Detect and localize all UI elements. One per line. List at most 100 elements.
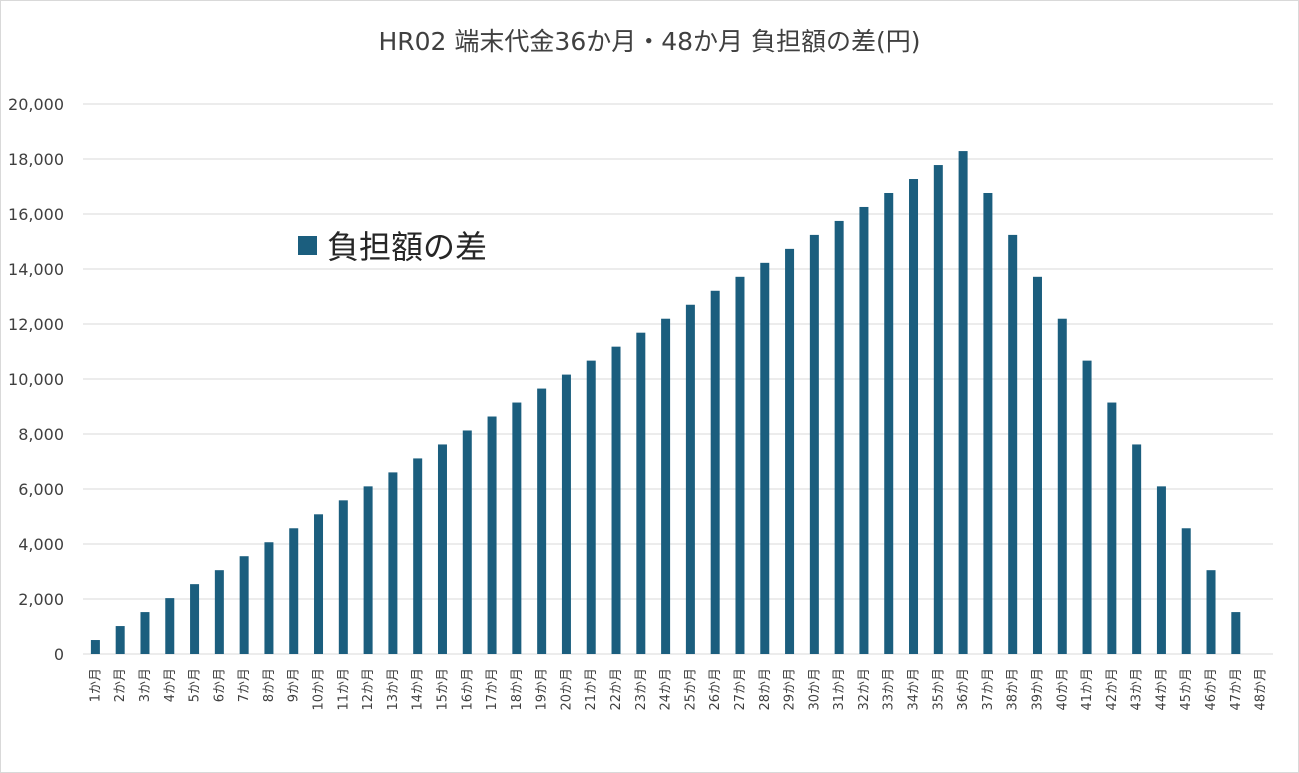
bar xyxy=(487,416,497,654)
bar xyxy=(512,402,522,654)
y-tick-label: 4,000 xyxy=(18,535,64,554)
x-tick-label: 42か月 xyxy=(1105,668,1120,711)
bar xyxy=(983,192,993,655)
bar xyxy=(1181,528,1191,654)
bar xyxy=(586,360,596,654)
bar xyxy=(661,318,671,654)
bar xyxy=(239,556,249,654)
bar xyxy=(1206,570,1216,654)
x-tick-label: 32か月 xyxy=(857,668,872,711)
x-tick-label: 28か月 xyxy=(758,668,773,711)
bar xyxy=(289,528,299,654)
x-tick-label: 26か月 xyxy=(708,668,723,711)
bar xyxy=(338,500,348,654)
bar xyxy=(1231,612,1241,654)
x-tick-label: 21か月 xyxy=(584,668,599,711)
gridlines xyxy=(83,103,1273,655)
bar xyxy=(537,388,547,654)
x-tick-label: 14か月 xyxy=(411,668,426,711)
bar xyxy=(462,430,472,654)
x-tick-label: 20か月 xyxy=(559,668,574,711)
x-tick-label: 6か月 xyxy=(212,668,227,702)
x-tick-label: 31か月 xyxy=(832,668,847,711)
x-tick-label: 47か月 xyxy=(1229,668,1244,711)
bar xyxy=(958,151,968,654)
bar xyxy=(735,276,745,654)
bar xyxy=(165,598,175,654)
x-tick-label: 38か月 xyxy=(1006,668,1021,711)
y-tick-label: 6,000 xyxy=(18,480,64,499)
x-tick-label: 39か月 xyxy=(1030,668,1045,711)
x-tick-label: 25か月 xyxy=(683,668,698,711)
x-tick-label: 15か月 xyxy=(435,668,450,711)
bar xyxy=(611,346,621,654)
bar xyxy=(190,584,200,654)
x-tick-label: 17か月 xyxy=(485,668,500,711)
x-tick-label: 36か月 xyxy=(956,668,971,711)
x-tick-label: 43か月 xyxy=(1130,668,1145,711)
bar xyxy=(413,458,423,654)
x-tick-label: 46か月 xyxy=(1204,668,1219,711)
y-tick-label: 14,000 xyxy=(8,260,64,279)
chart-title: HR02 端末代金36か月・48か月 負担額の差(円) xyxy=(378,27,921,56)
bar xyxy=(388,472,398,654)
x-tick-label: 8か月 xyxy=(262,668,277,702)
x-tick-label: 30か月 xyxy=(807,668,822,711)
x-tick-label: 11か月 xyxy=(336,668,351,711)
bar xyxy=(1156,486,1166,654)
y-axis-ticks: 0 2,000 4,000 6,000 8,000 10,000 12,000 14,000 1… xyxy=(8,95,64,664)
x-tick-label: 3か月 xyxy=(138,668,153,702)
x-tick-label: 1か月 xyxy=(88,668,103,702)
bar xyxy=(785,248,795,654)
x-tick-label: 22か月 xyxy=(609,668,624,711)
bar xyxy=(264,542,274,654)
x-tick-label: 2か月 xyxy=(113,668,128,702)
x-tick-label: 24か月 xyxy=(659,668,674,711)
y-tick-label: 20,000 xyxy=(8,95,64,114)
bar xyxy=(933,165,943,655)
y-tick-label: 0 xyxy=(54,645,64,664)
x-tick-label: 44か月 xyxy=(1154,668,1169,711)
legend-label: 負担額の差 xyxy=(327,228,488,266)
bar xyxy=(1057,318,1067,654)
bar xyxy=(363,486,373,654)
bar xyxy=(90,640,100,654)
x-tick-label: 10か月 xyxy=(312,668,327,711)
bar xyxy=(561,374,571,654)
x-tick-label: 13か月 xyxy=(386,668,401,711)
x-tick-label: 5か月 xyxy=(188,668,203,702)
x-tick-label: 48か月 xyxy=(1254,668,1269,711)
bar xyxy=(1008,234,1018,654)
bar xyxy=(314,514,324,654)
x-tick-label: 37か月 xyxy=(981,668,996,711)
bar xyxy=(710,290,720,654)
x-tick-label: 18か月 xyxy=(510,668,525,711)
bar xyxy=(834,220,844,654)
bar xyxy=(760,262,770,654)
x-tick-label: 34か月 xyxy=(907,668,922,711)
x-tick-label: 40か月 xyxy=(1055,668,1070,711)
x-axis-ticks: 1か月 2か月 3か月 4か月 5か月 6か月 7か月 8か月 9か月 10か月 11か月 12か月 1… xyxy=(88,668,1268,711)
bar xyxy=(909,179,919,654)
bar xyxy=(115,626,125,654)
x-tick-label: 12か月 xyxy=(361,668,376,711)
bar xyxy=(140,612,150,654)
x-tick-label: 19か月 xyxy=(535,668,550,711)
legend: 負担額の差 xyxy=(298,225,488,266)
x-tick-label: 16か月 xyxy=(460,668,475,711)
bar xyxy=(1107,402,1117,654)
x-tick-label: 27か月 xyxy=(733,668,748,711)
x-tick-label: 9か月 xyxy=(287,668,302,702)
bar xyxy=(1082,360,1092,654)
bar xyxy=(1132,444,1142,654)
bar xyxy=(636,332,646,654)
bar xyxy=(437,444,447,654)
x-tick-label: 7か月 xyxy=(237,668,252,702)
y-tick-label: 18,000 xyxy=(8,150,64,169)
bars xyxy=(90,151,1241,655)
legend-swatch xyxy=(298,235,317,255)
bar xyxy=(809,234,819,654)
y-tick-label: 10,000 xyxy=(8,370,64,389)
x-tick-label: 23か月 xyxy=(634,668,649,711)
